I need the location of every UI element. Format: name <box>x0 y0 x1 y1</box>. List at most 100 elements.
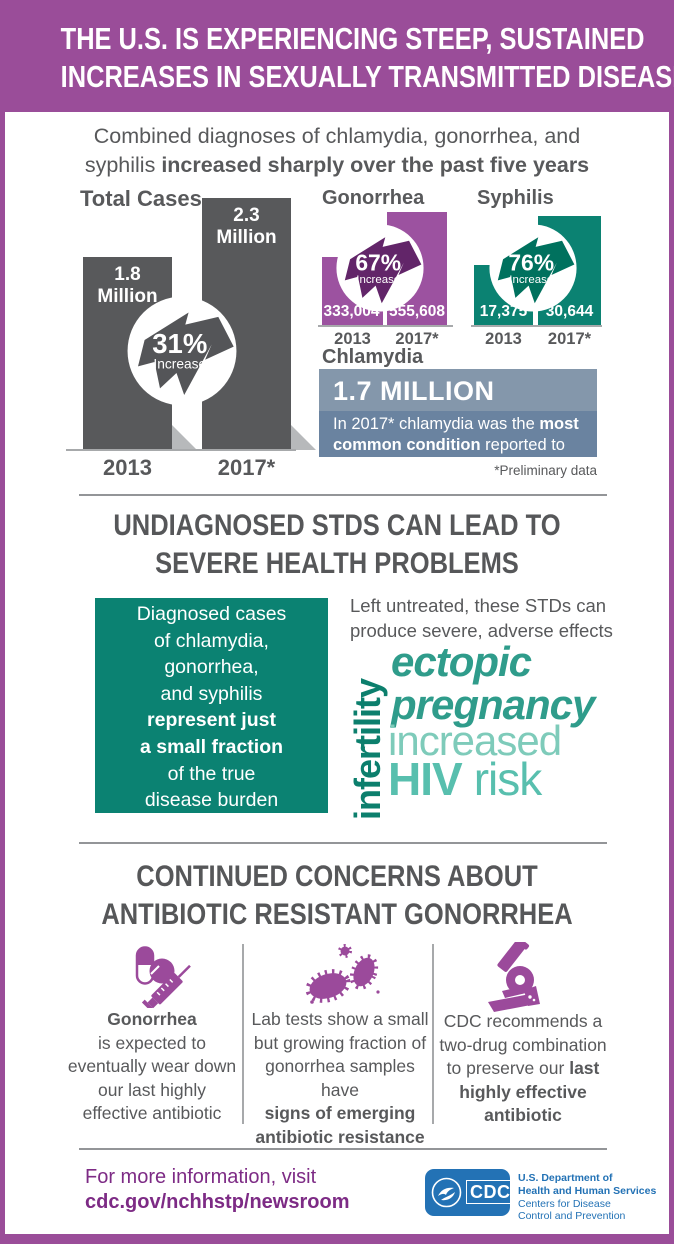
col1-line: is expected to <box>98 1032 206 1053</box>
intro-line2-bold: increased sharply over the past five yea… <box>161 153 590 177</box>
syphilis-title: Syphilis <box>477 187 554 209</box>
burden-line: gonorrhea, <box>164 656 259 679</box>
syphilis-year-2013: 2013 <box>485 330 522 348</box>
column-cdc-recommendation: CDC recommends a two-drug combination to… <box>438 1010 608 1128</box>
col3-line-bold: antibiotic <box>484 1105 562 1125</box>
col2-line: Lab tests show a small <box>251 1009 429 1029</box>
gonorrhea-pct-word: Increase <box>356 274 400 286</box>
left-border <box>0 0 5 1244</box>
increase-arrow-icon: 76% Increase <box>489 224 577 312</box>
footer-url-link[interactable]: cdc.gov/nchhstp/newsroom <box>85 1191 350 1213</box>
agency-line1: U.S. Department of <box>518 1172 613 1184</box>
word-hiv: HIV <box>388 753 463 805</box>
disease-burden-box: Diagnosed cases of chlamydia, gonorrhea,… <box>95 598 328 813</box>
untreated-caption-line1: Left untreated, these STDs can <box>350 595 607 616</box>
burden-line-bold: a small fraction <box>139 735 284 758</box>
bar-shadow <box>291 425 316 450</box>
burden-line: and syphilis <box>160 682 263 705</box>
gonorrhea-title: Gonorrhea <box>322 187 425 209</box>
word-ectopic: ectopic <box>391 638 532 685</box>
word-risk: risk <box>473 753 543 805</box>
column-divider <box>242 944 244 1124</box>
col3-line-bold: highly effective <box>459 1081 587 1102</box>
section-divider <box>79 1148 607 1150</box>
col1-line: effective antibiotic <box>82 1103 222 1123</box>
burden-line: of the true <box>167 762 256 785</box>
col2-line: but growing fraction of <box>253 1032 427 1053</box>
header-title-line1: THE U.S. IS EXPERIENCING STEEP, SUSTAINE… <box>60 21 645 56</box>
right-border <box>669 0 674 1244</box>
section2-heading-line2: SEVERE HEALTH PROBLEMS <box>155 547 519 580</box>
word-increased: increased <box>388 717 562 764</box>
col2-line-bold: signs of emerging <box>264 1103 416 1123</box>
syphilis-baseline <box>471 325 602 327</box>
cdc-logo: CDC <box>425 1169 515 1216</box>
gonorrhea-increase-badge: 67% Increase <box>336 224 424 312</box>
footer-info-text: For more information, visit <box>85 1166 317 1188</box>
preliminary-data-footnote: *Preliminary data <box>494 463 597 478</box>
gonorrhea-year-2017: 2017* <box>395 330 439 348</box>
total-baseline <box>66 449 296 451</box>
section-divider <box>79 494 607 496</box>
agency-line2: Health and Human Services <box>518 1184 657 1197</box>
bar-shadow <box>172 425 197 450</box>
chlamydia-note-bold: most common condition <box>333 415 579 454</box>
increase-arrow-icon: 31% Increase <box>127 296 237 406</box>
gonorrhea-baseline <box>318 325 453 327</box>
gonorrhea-bar-2017-value: 555,608 <box>388 303 446 320</box>
agency-text: U.S. Department of Health and Human Serv… <box>518 1172 656 1223</box>
hhs-eagle-icon <box>431 1177 462 1208</box>
chlamydia-note-band: In 2017* chlamydia was the most common c… <box>319 411 597 475</box>
chlamydia-headline: 1.7 MILLION <box>333 376 495 406</box>
gonorrhea-pct: 67% <box>355 250 401 276</box>
total-pct: 31% <box>152 328 207 359</box>
burden-line: of chlamydia, <box>154 629 269 652</box>
microscope-icon <box>478 936 558 1012</box>
syphilis-bar-2017-value: 30,644 <box>545 303 594 320</box>
col3-line: two-drug combination <box>439 1034 607 1055</box>
column-lab-tests: Lab tests show a small but growing fract… <box>248 1008 432 1149</box>
chlamydia-title: Chlamydia <box>322 346 424 368</box>
section3-heading-line2: ANTIBIOTIC RESISTANT GONORRHEA <box>101 898 573 931</box>
header-title-line2: INCREASES IN SEXUALLY TRANSMITTED DISEAS… <box>60 59 674 94</box>
syphilis-increase-badge: 76% Increase <box>489 224 577 312</box>
chlamydia-headline-band: 1.7 MILLION <box>319 369 597 411</box>
pill-syringe-icon <box>112 946 202 1014</box>
total-pct-word: Increase <box>153 357 206 372</box>
total-bar-2013-value: 1.8 Million <box>97 264 158 307</box>
intro-line2: syphilis increased sharply over the past… <box>0 151 674 180</box>
total-increase-badge: 31% Increase <box>127 296 237 406</box>
col2-line: gonorrhea samples have <box>265 1056 415 1100</box>
word-infertility: infertility <box>347 678 388 820</box>
intro-line2-regular: syphilis <box>84 153 162 177</box>
col1-line: eventually wear down <box>67 1056 237 1076</box>
syphilis-pct: 76% <box>508 250 554 276</box>
col3-line: CDC recommends a <box>443 1011 603 1031</box>
column-gonorrhea-warning: Gonorrhea is expected to eventually wear… <box>62 1008 242 1126</box>
cdc-logo-text: CDC <box>466 1180 515 1204</box>
col2-line-bold: antibiotic resistance <box>255 1126 425 1147</box>
col3-line-bold-inline: last <box>569 1058 600 1078</box>
chlamydia-note-post: reported to CDC <box>333 436 565 475</box>
burden-line: disease burden <box>144 789 279 812</box>
syphilis-pct-word: Increase <box>509 274 553 286</box>
bottom-border <box>0 1234 674 1244</box>
header-banner: THE U.S. IS EXPERIENCING STEEP, SUSTAINE… <box>0 0 674 112</box>
gonorrhea-year-2013: 2013 <box>334 330 371 348</box>
total-bar-2017-value: 2.3 Million <box>216 205 277 248</box>
col1-line: our last highly <box>98 1079 206 1100</box>
section3-heading-line1: CONTINUED CONCERNS ABOUT <box>136 860 538 893</box>
untreated-caption: Left untreated, these STDs can produce s… <box>350 594 613 643</box>
intro-text: Combined diagnoses of chlamydia, gonorrh… <box>0 122 674 180</box>
intro-line1: Combined diagnoses of chlamydia, gonorrh… <box>93 124 581 148</box>
col3-line-pre: to preserve our <box>446 1058 570 1078</box>
agency-line4: Control and Prevention <box>518 1210 626 1223</box>
section-divider <box>79 842 607 844</box>
total-year-2017: 2017* <box>217 455 276 480</box>
total-year-2013: 2013 <box>103 455 152 480</box>
col3-line-mixed: to preserve our last <box>438 1057 608 1081</box>
increase-arrow-icon: 67% Increase <box>336 224 424 312</box>
section2-heading: UNDIAGNOSED STDS CAN LEAD TO SEVERE HEAL… <box>0 507 674 583</box>
chlamydia-note: In 2017* chlamydia was the most common c… <box>319 411 597 477</box>
